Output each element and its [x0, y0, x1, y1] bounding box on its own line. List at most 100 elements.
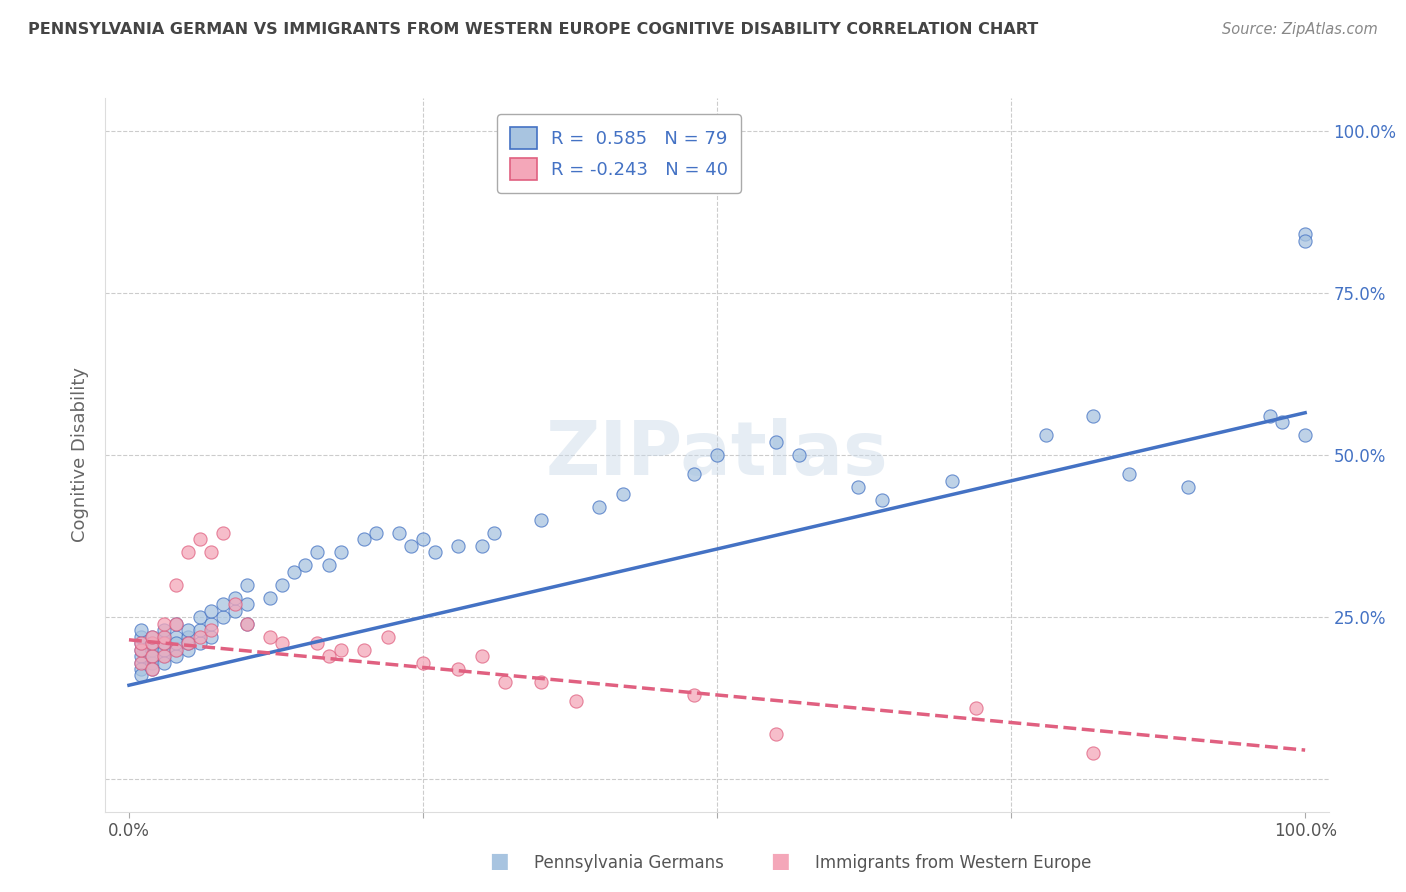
Point [270, 636, 292, 650]
Point [129, 668, 152, 682]
Point [447, 539, 470, 553]
Point [129, 623, 152, 637]
Point [141, 636, 163, 650]
Point [165, 630, 187, 644]
Point [329, 642, 352, 657]
Point [388, 525, 411, 540]
Point [141, 630, 163, 644]
Point [153, 648, 176, 663]
Point [153, 648, 176, 663]
Point [1294, 234, 1316, 248]
Point [318, 648, 340, 663]
Point [141, 642, 163, 657]
Point [177, 642, 200, 657]
Point [129, 642, 152, 657]
Point [846, 480, 869, 494]
Point [941, 474, 963, 488]
Point [188, 533, 211, 547]
Point [212, 610, 235, 624]
Point [165, 642, 187, 657]
Point [377, 630, 399, 644]
Point [224, 604, 246, 618]
Point [153, 656, 176, 670]
Point [1083, 409, 1105, 423]
Point [153, 616, 176, 631]
Point [153, 642, 176, 657]
Point [353, 642, 375, 657]
Point [153, 636, 176, 650]
Point [200, 604, 222, 618]
Point [188, 623, 211, 637]
Point [364, 525, 387, 540]
Point [1294, 428, 1316, 442]
Point [682, 688, 704, 702]
Point [307, 545, 329, 559]
Point [1118, 467, 1140, 482]
Point [200, 616, 222, 631]
Point [294, 558, 316, 573]
Text: Source: ZipAtlas.com: Source: ZipAtlas.com [1222, 22, 1378, 37]
Point [188, 636, 211, 650]
Point [200, 623, 222, 637]
Point [1271, 416, 1294, 430]
Point [129, 636, 152, 650]
Point [530, 513, 553, 527]
Point [270, 577, 292, 591]
Point [412, 656, 434, 670]
Point [283, 565, 305, 579]
Point [307, 636, 329, 650]
Point [471, 539, 494, 553]
Point [399, 539, 422, 553]
Point [141, 630, 163, 644]
Point [235, 616, 257, 631]
Point [353, 533, 375, 547]
Point [200, 630, 222, 644]
Point [706, 448, 728, 462]
Point [129, 656, 152, 670]
Text: ■: ■ [489, 852, 509, 871]
Point [153, 623, 176, 637]
Point [530, 675, 553, 690]
Point [870, 493, 893, 508]
Point [789, 448, 811, 462]
Point [177, 630, 200, 644]
Point [447, 662, 470, 676]
Point [165, 636, 187, 650]
Point [212, 525, 235, 540]
Point [165, 616, 187, 631]
Point [141, 636, 163, 650]
Point [177, 623, 200, 637]
Point [965, 701, 987, 715]
Point [482, 525, 505, 540]
Point [165, 616, 187, 631]
Text: Pennsylvania Germans: Pennsylvania Germans [534, 855, 724, 872]
Point [141, 648, 163, 663]
Point [177, 636, 200, 650]
Point [129, 642, 152, 657]
Point [129, 636, 152, 650]
Point [1083, 747, 1105, 761]
Point [682, 467, 704, 482]
Point [141, 662, 163, 676]
Point [165, 577, 187, 591]
Point [141, 648, 163, 663]
Point [188, 610, 211, 624]
Point [188, 630, 211, 644]
Point [235, 616, 257, 631]
Point [765, 434, 787, 449]
Text: ■: ■ [770, 852, 790, 871]
Point [259, 630, 281, 644]
Point [177, 545, 200, 559]
Point [224, 591, 246, 605]
Point [141, 656, 163, 670]
Point [318, 558, 340, 573]
Text: Immigrants from Western Europe: Immigrants from Western Europe [815, 855, 1092, 872]
Point [212, 597, 235, 611]
Point [1035, 428, 1057, 442]
Point [259, 591, 281, 605]
Point [765, 727, 787, 741]
Point [129, 656, 152, 670]
Legend: R =  0.585   N = 79, R = -0.243   N = 40: R = 0.585 N = 79, R = -0.243 N = 40 [498, 114, 741, 193]
Point [471, 648, 494, 663]
Point [165, 642, 187, 657]
